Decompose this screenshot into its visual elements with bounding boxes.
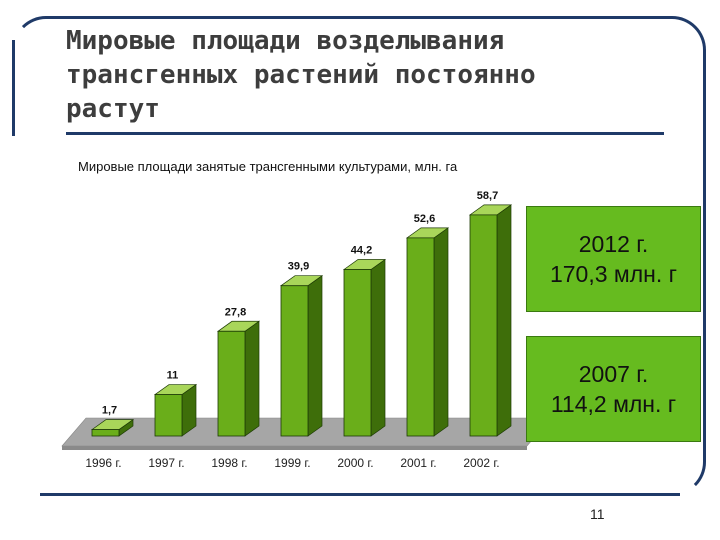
chart-floor-edge xyxy=(62,446,527,450)
bar-value-label: 1,7 xyxy=(102,405,117,417)
bar xyxy=(217,330,246,437)
bar-value-label: 39,9 xyxy=(288,261,309,273)
slide-title: Мировые площади возделывания трансгенных… xyxy=(66,24,666,126)
bar-side xyxy=(433,227,449,437)
bar-value-label: 44,2 xyxy=(351,245,372,257)
slide-title-line-1: Мировые площади возделывания xyxy=(66,26,505,56)
page-number: 11 xyxy=(590,506,605,522)
bar xyxy=(91,429,120,437)
title-underline xyxy=(66,132,664,135)
info-box-2007: 2007 г. 114,2 млн. г xyxy=(526,336,701,442)
info-box-2012: 2012 г. 170,3 млн. г xyxy=(526,206,701,312)
bar-value-label: 58,7 xyxy=(477,190,498,202)
bar-value-label: 27,8 xyxy=(225,306,246,318)
info-box-2007-value: 114,2 млн. г xyxy=(550,391,677,417)
bar-side xyxy=(496,204,512,437)
bar xyxy=(154,394,183,437)
bar-value-label: 52,6 xyxy=(414,213,435,225)
x-tick-label: 1999 г. xyxy=(274,456,310,470)
bar-value-label: 11 xyxy=(167,370,179,382)
slide-frame-bottom-edge xyxy=(40,493,680,496)
bar xyxy=(469,214,498,437)
x-tick-label: 2002 г. xyxy=(463,456,499,470)
x-tick-label: 1996 г. xyxy=(85,456,121,470)
slide-title-line-3: растут xyxy=(66,94,160,124)
info-box-2012-year: 2012 г. xyxy=(578,231,649,257)
x-tick-label: 2001 г. xyxy=(400,456,436,470)
bar-side xyxy=(244,320,260,437)
chart-title: Мировые площади занятые трансгенными кул… xyxy=(78,159,458,174)
x-tick-label: 1998 г. xyxy=(211,456,247,470)
bar xyxy=(406,237,435,437)
slide-frame-left-edge xyxy=(12,40,15,136)
info-box-2007-year: 2007 г. xyxy=(578,361,649,387)
bar xyxy=(343,269,372,437)
x-tick-label: 2000 г. xyxy=(337,456,373,470)
slide-frame xyxy=(12,16,706,496)
bar xyxy=(280,285,309,437)
x-tick-label: 1997 г. xyxy=(148,456,184,470)
bar-side xyxy=(307,275,323,437)
info-box-2012-value: 170,3 млн. г xyxy=(549,261,678,287)
bar-side xyxy=(370,258,386,437)
slide-title-line-2: трансгенных растений постоянно xyxy=(66,60,536,90)
